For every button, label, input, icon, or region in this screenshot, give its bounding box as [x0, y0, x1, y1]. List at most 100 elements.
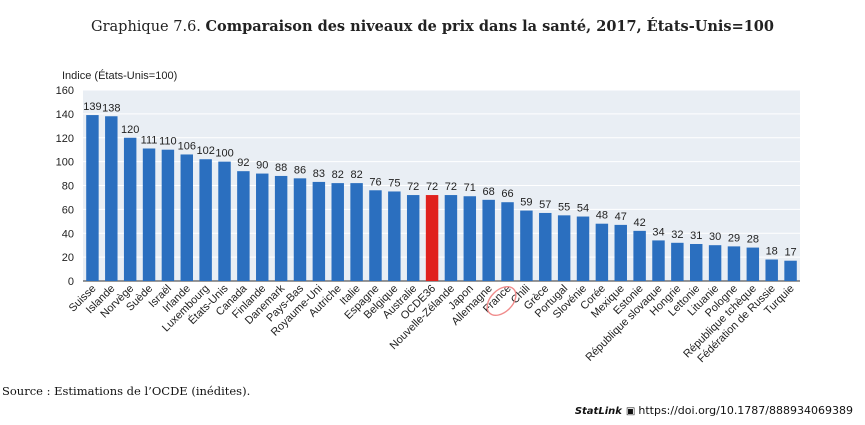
bar-luxembourg [199, 159, 212, 281]
value-label-ocde36: 72 [426, 181, 438, 193]
x-tick-labels: SuisseIslandeNorvègeSuèdeIsraëlIrlandeLu… [67, 282, 797, 365]
y-axis-label: Indice (États-Unis=100) [62, 69, 177, 82]
france-highlight-circle [486, 285, 517, 317]
bar-mexique [614, 224, 627, 281]
bar-autriche [331, 183, 344, 281]
bar-israel [161, 149, 175, 281]
bar-etats-unis [218, 161, 231, 281]
bar-allemagne [482, 199, 495, 281]
bar-pologne [727, 246, 741, 281]
value-label-israel: 110 [159, 136, 177, 148]
y-tick-label: 100 [56, 157, 74, 169]
value-label-danemark: 88 [275, 162, 287, 174]
bar-turquie [784, 260, 797, 281]
value-label-estonie: 42 [633, 217, 645, 229]
bar-italie [350, 183, 363, 281]
statlink-logo-icon: ▣ [625, 406, 636, 417]
y-tick-labels: 0 20 40 60 80 100 120 140 160 [56, 85, 74, 288]
value-label-slovenie: 54 [577, 203, 589, 215]
value-label-suede: 111 [141, 134, 158, 146]
bar-ocde36 [425, 195, 439, 281]
value-label-norvege: 120 [121, 124, 139, 136]
value-label-portugal: 55 [558, 201, 570, 213]
statlink-url[interactable]: https://doi.org/10.1787/888934069389 [638, 404, 853, 417]
bar-belgique [388, 191, 401, 281]
title-main: Comparaison des niveaux de prix dans la … [205, 18, 774, 35]
value-label-irlande: 106 [178, 140, 196, 152]
bar-norvege [123, 137, 137, 281]
value-label-autriche: 82 [332, 169, 344, 181]
bar-finlande [256, 173, 269, 281]
source-note: Source : Estimations de l’OCDE (inédites… [2, 384, 251, 398]
bar-nouvelle-zelande [444, 195, 458, 281]
y-tick-label: 80 [62, 181, 74, 193]
value-label-espagne: 76 [369, 176, 381, 188]
value-label-lettonie: 31 [690, 230, 702, 242]
value-label-etats-unis: 100 [215, 148, 233, 160]
bar-suede [142, 148, 156, 281]
value-label-luxembourg: 102 [196, 145, 214, 157]
y-tick-label: 40 [62, 228, 74, 240]
title-prefix: Graphique 7.6. [91, 19, 201, 35]
bar-islande [105, 116, 118, 281]
value-label-federation-de-russie: 18 [766, 246, 778, 258]
bar-republique-slovaque [652, 240, 665, 281]
bar-hongrie [671, 242, 684, 281]
y-tick-label: 160 [56, 85, 74, 97]
value-label-australie: 72 [407, 181, 419, 193]
value-label-pologne: 29 [728, 232, 740, 244]
bar-espagne [369, 190, 382, 281]
value-label-mexique: 47 [615, 211, 627, 223]
value-label-chili: 59 [520, 197, 532, 209]
value-label-belgique: 75 [388, 177, 400, 189]
bar-pays-bas [293, 178, 307, 281]
bar-japon [463, 196, 477, 281]
value-label-finlande: 90 [256, 160, 268, 172]
value-label-pays-bas: 86 [294, 164, 306, 176]
value-label-hongrie: 32 [671, 229, 683, 241]
value-label-suisse: 139 [83, 101, 101, 113]
y-tick-label: 60 [62, 204, 74, 216]
bars [86, 115, 797, 281]
y-tick-label: 140 [56, 109, 74, 121]
value-label-lituanie: 30 [709, 231, 721, 243]
bar-irlande [180, 154, 194, 281]
bar-canada [237, 171, 250, 281]
bar-portugal [557, 215, 571, 281]
bar-chili [520, 210, 533, 281]
statlink: StatLink ▣ https://doi.org/10.1787/8889340… [575, 404, 853, 417]
value-label-islande: 138 [102, 102, 120, 114]
bar-republique-tcheque [746, 247, 760, 281]
value-label-italie: 82 [350, 169, 362, 181]
value-label-japon: 71 [464, 182, 476, 194]
bar-grece [539, 212, 552, 281]
y-tick-label: 20 [62, 252, 74, 264]
value-label-turquie: 17 [784, 247, 796, 259]
value-label-republique-tcheque: 28 [747, 234, 759, 246]
statlink-brand: StatLink [574, 406, 622, 417]
bar-federation-de-russie [765, 259, 778, 281]
bar-estonie [633, 230, 646, 281]
value-label-canada: 92 [237, 157, 249, 169]
bar-australie [406, 195, 420, 281]
bar-coree [595, 223, 609, 281]
bar-royaume-uni [312, 181, 326, 281]
bar-lettonie [689, 243, 703, 281]
value-label-grece: 57 [539, 199, 551, 211]
bar-danemark [274, 175, 288, 281]
value-label-coree: 48 [596, 210, 608, 222]
bar-suisse [86, 115, 99, 281]
bar-lituanie [708, 245, 722, 281]
bar-france [501, 202, 514, 281]
value-label-allemagne: 68 [483, 186, 495, 198]
value-label-royaume-uni: 83 [313, 168, 325, 180]
bar-slovenie [576, 216, 590, 281]
value-label-nouvelle-zelande: 72 [445, 181, 457, 193]
y-tick-label: 120 [56, 133, 74, 145]
value-label-france: 66 [501, 188, 513, 200]
chart-title: Graphique 7.6. Comparaison des niveaux d… [0, 18, 865, 35]
y-tick-label: 0 [68, 276, 74, 288]
value-label-republique-slovaque: 34 [652, 226, 664, 238]
